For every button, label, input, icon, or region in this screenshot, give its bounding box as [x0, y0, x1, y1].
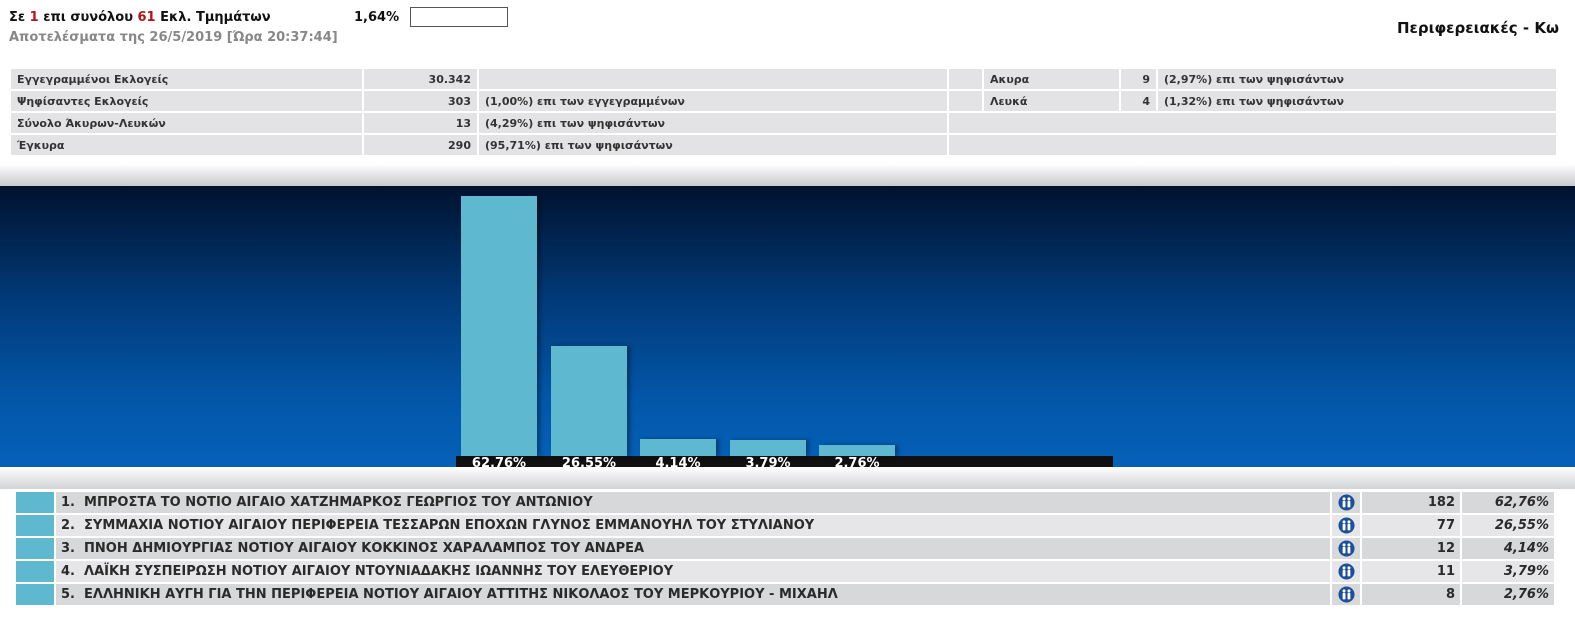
- voted-value: 303: [364, 91, 477, 111]
- counted-sections: 1: [29, 10, 39, 25]
- candidate-percent: 26,55%: [1462, 515, 1554, 536]
- candidate-votes: 8: [1362, 584, 1460, 605]
- table-row: 1. ΜΠΡΟΣΤΑ ΤΟ ΝΟΤΙΟ ΑΙΓΑΙΟ ΧΑΤΖΗΜΑΡΚΟΣ Γ…: [16, 492, 1554, 513]
- candidate-percent: 4,14%: [1462, 538, 1554, 559]
- bar-1: [461, 196, 537, 456]
- prefix-text: Σε: [9, 10, 26, 25]
- region-title: Περιφερειακές - Κω: [1396, 19, 1559, 37]
- divider-shadow: [0, 467, 1575, 489]
- voted-label: Ψηφίσαντες Εκλογείς: [11, 91, 362, 111]
- candidate-title: ΛΑΪΚΗ ΣΥΣΠΕΙΡΩΣΗ ΝΟΤΙΟΥ ΑΙΓΑΙΟΥ ΝΤΟΥΝΙΑΔ…: [84, 564, 674, 579]
- total-sections: 61: [137, 10, 156, 25]
- invalid-value: 9: [1121, 69, 1156, 89]
- stats-row: Ψηφίσαντες Εκλογείς 303 (1,00%) επι των …: [11, 91, 1556, 111]
- counted-percent: 1,64%: [354, 10, 400, 25]
- invalid-label: Ακυρα: [984, 69, 1119, 89]
- candidate-percent: 62,76%: [1462, 492, 1554, 513]
- blank-cell: [949, 69, 982, 89]
- candidate-votes: 182: [1362, 492, 1460, 513]
- blank-cell: [949, 135, 1556, 155]
- color-swatch: [16, 492, 54, 513]
- candidate-details-cell[interactable]: [1332, 584, 1360, 605]
- candidate-rank: 3.: [61, 541, 75, 556]
- candidate-votes: 77: [1362, 515, 1460, 536]
- blank-votes-note: (1,32%) επι των ψηφισάντων: [1158, 91, 1556, 111]
- valid-value: 290: [364, 135, 477, 155]
- bar-4: [730, 440, 806, 456]
- stats-row: Σύνολο Άκυρων-Λευκών 13 (4,29%) επι των …: [11, 113, 1556, 133]
- candidate-details-cell[interactable]: [1332, 492, 1360, 513]
- invalid-note: (2,97%) επι των ψηφισάντων: [1158, 69, 1556, 89]
- color-swatch: [16, 561, 54, 582]
- stats-row: Έγκυρα 290 (95,71%) επι των ψηφισάντων: [11, 135, 1556, 155]
- candidate-votes: 12: [1362, 538, 1460, 559]
- candidate-name: 5. ΕΛΛΗΝΙΚΗ ΑΥΓΗ ΓΙΑ ΤΗΝ ΠΕΡΙΦΕΡΕΙΑ ΝΟΤΙ…: [56, 584, 1330, 605]
- blank-cell: [949, 91, 982, 111]
- candidate-title: ΕΛΛΗΝΙΚΗ ΑΥΓΗ ΓΙΑ ΤΗΝ ΠΕΡΙΦΕΡΕΙΑ ΝΟΤΙΟΥ …: [84, 587, 838, 602]
- candidate-rank: 2.: [61, 518, 75, 533]
- table-row: 3. ΠΝΟΗ ΔΗΜΙΟΥΡΓΙΑΣ ΝΟΤΙΟΥ ΑΙΓΑΙΟΥ ΚΟΚΚΙ…: [16, 538, 1554, 559]
- blank-cell: [479, 69, 947, 89]
- invalid-blank-note: (4,29%) επι των ψηφισάντων: [479, 113, 947, 133]
- table-row: 2. ΣΥΜΜΑΧΙΑ ΝΟΤΙΟΥ ΑΙΓΑΙΟΥ ΠΕΡΙΦΕΡΕΙΑ ΤΕ…: [16, 515, 1554, 536]
- candidate-name: 2. ΣΥΜΜΑΧΙΑ ΝΟΤΙΟΥ ΑΙΓΑΙΟΥ ΠΕΡΙΦΕΡΕΙΑ ΤΕ…: [56, 515, 1330, 536]
- suffix-text: Εκλ. Τμημάτων: [160, 10, 271, 25]
- candidate-name: 1. ΜΠΡΟΣΤΑ ΤΟ ΝΟΤΙΟ ΑΙΓΑΙΟ ΧΑΤΖΗΜΑΡΚΟΣ Γ…: [56, 492, 1330, 513]
- bar-3: [640, 439, 716, 456]
- candidate-details-cell[interactable]: [1332, 515, 1360, 536]
- middle-text: επι συνόλου: [43, 10, 133, 25]
- candidate-details-cell[interactable]: [1332, 561, 1360, 582]
- registered-value: 30.342: [364, 69, 477, 89]
- stats-table: Εγγεγραμμένοι Εκλογείς 30.342 Ακυρα 9 (2…: [9, 67, 1558, 157]
- people-icon[interactable]: [1337, 586, 1355, 603]
- color-swatch: [16, 515, 54, 536]
- valid-note: (95,71%) επι των ψηφισάντων: [479, 135, 947, 155]
- voted-note: (1,00%) επι των εγγεγραμμένων: [479, 91, 947, 111]
- candidate-title: ΣΥΜΜΑΧΙΑ ΝΟΤΙΟΥ ΑΙΓΑΙΟΥ ΠΕΡΙΦΕΡΕΙΑ ΤΕΣΣΑ…: [84, 518, 815, 533]
- candidate-percent: 2,76%: [1462, 584, 1554, 605]
- results-bar-chart: 62,76% 26,55% 4,14% 3,79% 2,76%: [0, 186, 1575, 472]
- progress-box: [410, 7, 508, 27]
- stats-row: Εγγεγραμμένοι Εκλογείς 30.342 Ακυρα 9 (2…: [11, 69, 1556, 89]
- valid-label: Έγκυρα: [11, 135, 362, 155]
- registered-label: Εγγεγραμμένοι Εκλογείς: [11, 69, 362, 89]
- candidate-title: ΜΠΡΟΣΤΑ ΤΟ ΝΟΤΙΟ ΑΙΓΑΙΟ ΧΑΤΖΗΜΑΡΚΟΣ ΓΕΩΡ…: [84, 495, 593, 510]
- people-icon[interactable]: [1337, 517, 1355, 534]
- candidate-title: ΠΝΟΗ ΔΗΜΙΟΥΡΓΙΑΣ ΝΟΤΙΟΥ ΑΙΓΑΙΟΥ ΚΟΚΚΙΝΟΣ…: [84, 541, 645, 556]
- candidate-rank: 1.: [61, 495, 75, 510]
- candidate-name: 4. ΛΑΪΚΗ ΣΥΣΠΕΙΡΩΣΗ ΝΟΤΙΟΥ ΑΙΓΑΙΟΥ ΝΤΟΥΝ…: [56, 561, 1330, 582]
- table-row: 5. ΕΛΛΗΝΙΚΗ ΑΥΓΗ ΓΙΑ ΤΗΝ ΠΕΡΙΦΕΡΕΙΑ ΝΟΤΙ…: [16, 584, 1554, 605]
- table-row: 4. ΛΑΪΚΗ ΣΥΣΠΕΙΡΩΣΗ ΝΟΤΙΟΥ ΑΙΓΑΙΟΥ ΝΤΟΥΝ…: [16, 561, 1554, 582]
- people-icon[interactable]: [1337, 540, 1355, 557]
- blank-votes-value: 4: [1121, 91, 1156, 111]
- candidate-percent: 3,79%: [1462, 561, 1554, 582]
- blank-votes-label: Λευκά: [984, 91, 1119, 111]
- results-table: 1. ΜΠΡΟΣΤΑ ΤΟ ΝΟΤΙΟ ΑΙΓΑΙΟ ΧΑΤΖΗΜΑΡΚΟΣ Γ…: [14, 490, 1556, 607]
- bar-5: [819, 445, 895, 456]
- people-icon[interactable]: [1337, 494, 1355, 511]
- color-swatch: [16, 584, 54, 605]
- color-swatch: [16, 538, 54, 559]
- results-timestamp: Αποτελέσματα της 26/5/2019 [Ώρα 20:37:44…: [9, 30, 338, 45]
- sections-counted: Σε 1 επι συνόλου 61 Εκλ. Τμημάτων: [9, 10, 271, 25]
- candidate-name: 3. ΠΝΟΗ ΔΗΜΙΟΥΡΓΙΑΣ ΝΟΤΙΟΥ ΑΙΓΑΙΟΥ ΚΟΚΚΙ…: [56, 538, 1330, 559]
- people-icon[interactable]: [1337, 563, 1355, 580]
- divider-shadow: [0, 164, 1575, 186]
- candidate-votes: 11: [1362, 561, 1460, 582]
- blank-cell: [949, 113, 1556, 133]
- candidate-rank: 5.: [61, 587, 75, 602]
- invalid-blank-value: 13: [364, 113, 477, 133]
- invalid-blank-label: Σύνολο Άκυρων-Λευκών: [11, 113, 362, 133]
- bar-2: [551, 346, 627, 456]
- candidate-rank: 4.: [61, 564, 75, 579]
- candidate-details-cell[interactable]: [1332, 538, 1360, 559]
